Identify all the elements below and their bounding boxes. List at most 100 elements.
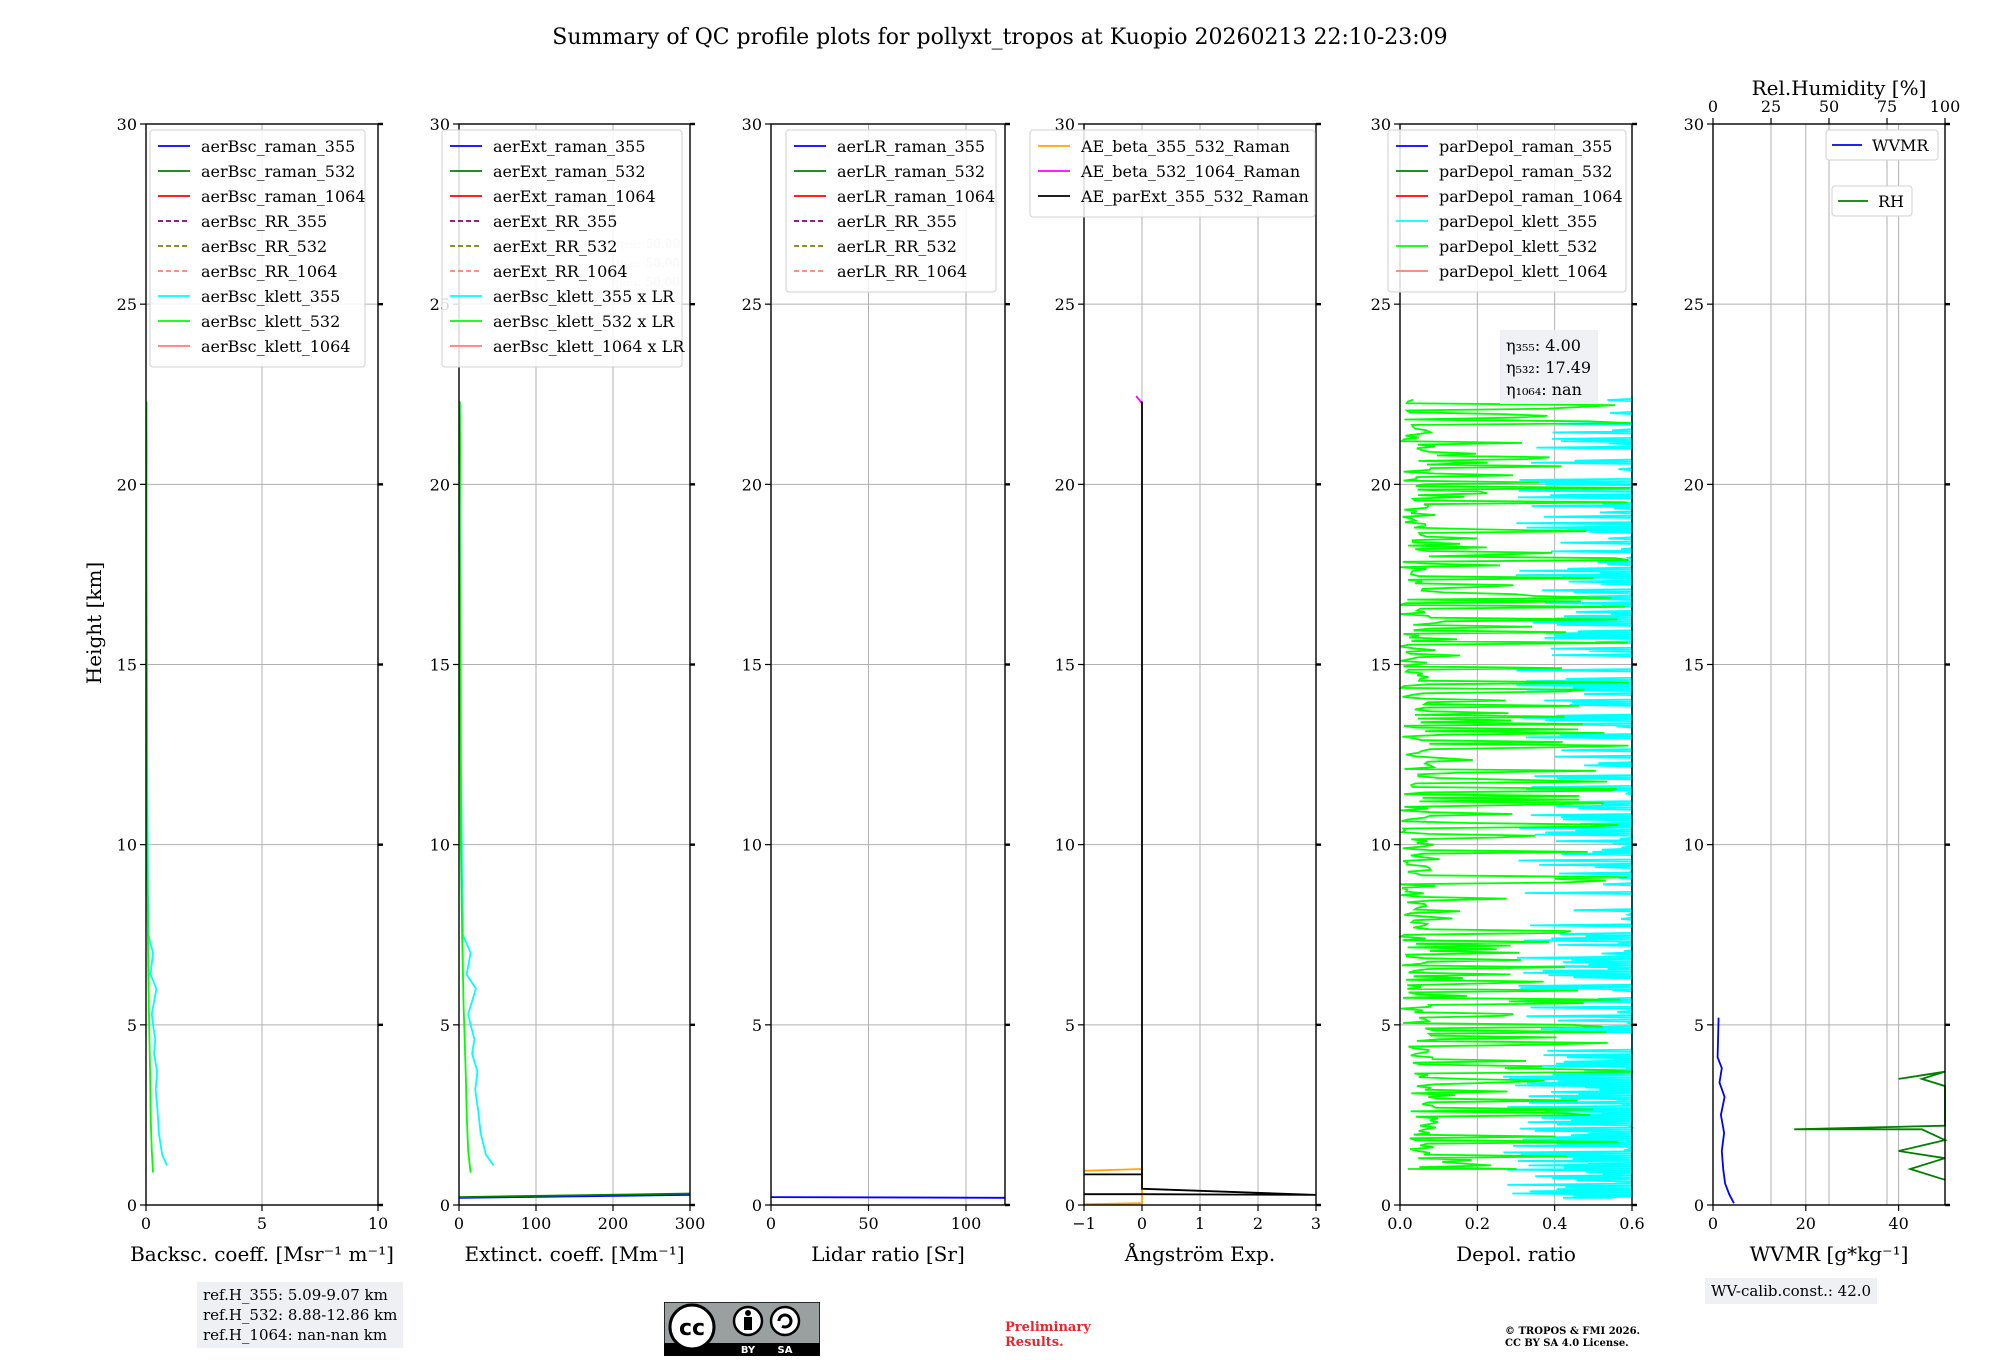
y-tick-label: 30: [1371, 115, 1391, 134]
legend-box: [441, 129, 683, 368]
chart-panel-3: 0 50 100 0 5 10 15 20 25 30 Lidar ratio [Sr] aerLR_…: [742, 115, 1010, 1266]
eta-value-2: η₁₀₆₄: nan: [1506, 380, 1582, 399]
series-aerExt_raman_532-line: [458, 1192, 691, 1198]
x-tick-label: 3: [1311, 1214, 1321, 1233]
x-tick-label: 300: [675, 1214, 706, 1233]
x-tick-label: 100: [951, 1214, 982, 1233]
series-aerBsc_klett_532-line: [145, 401, 154, 1173]
legend-label-RH: RH: [1878, 192, 1904, 211]
legend-label-aerBsc_raman_1064: aerBsc_raman_1064: [201, 187, 366, 206]
copyright-line-1: © TROPOS & FMI 2026.: [1505, 1326, 1641, 1337]
x-tick-label: 0.6: [1619, 1214, 1644, 1233]
legend-label-aerExt_raman_1064: aerExt_raman_1064: [493, 187, 656, 206]
legend-label-aerExt_RR_532: aerExt_RR_532: [493, 237, 617, 256]
y-tick-label: 10: [117, 836, 137, 855]
x-tick-label: 0: [141, 1214, 151, 1233]
x-tick-label: 0: [1137, 1214, 1147, 1233]
legend-label-parDepol_raman_355: parDepol_raman_355: [1439, 137, 1612, 156]
y-tick-label: 0: [440, 1196, 450, 1215]
cc-sa-label: SA: [778, 1345, 793, 1356]
eta-box: [1500, 330, 1598, 404]
copyright-note: © TROPOS & FMI 2026. CC BY SA 4.0 Licens…: [1505, 1326, 1640, 1350]
legend-label-aerLR_raman_532: aerLR_raman_532: [837, 162, 985, 181]
legend-label-aerExt_RR_355: aerExt_RR_355: [493, 212, 617, 231]
y-axis-label: Height [km]: [82, 562, 106, 684]
y-tick-label: 0: [752, 1196, 762, 1215]
x2-axis-label: Rel.Humidity [%]: [1752, 76, 1927, 100]
y-tick-label: 5: [1381, 1016, 1391, 1035]
y-tick-label: 15: [117, 656, 137, 675]
cc-label: cc: [679, 1316, 705, 1341]
copyright-line-2: CC BY SA 4.0 License.: [1505, 1338, 1629, 1349]
series-aerLR_raman_355-line: [770, 1196, 1006, 1199]
legend-label-aerLR_RR_532: aerLR_RR_532: [837, 237, 957, 256]
y-tick-label: 30: [742, 115, 762, 134]
legend-label-aerLR_raman_1064: aerLR_raman_1064: [837, 187, 995, 206]
legend-box: [1029, 129, 1316, 218]
y-tick-label: 25: [117, 295, 137, 314]
y-tick-label: 0: [127, 1196, 137, 1215]
series-WVMR-line: [1716, 1017, 1735, 1204]
x2-tick-label: 25: [1761, 97, 1781, 116]
y-tick-label: 0: [1381, 1196, 1391, 1215]
legend-label-aerLR_RR_1064: aerLR_RR_1064: [837, 262, 967, 281]
y-tick-label: 15: [430, 656, 450, 675]
legend-label-aerBsc_RR_355: aerBsc_RR_355: [201, 212, 327, 231]
x-tick-label: 5: [257, 1214, 267, 1233]
x-tick-label: 200: [598, 1214, 629, 1233]
legend-label-aerBsc_klett_355: aerBsc_klett_355: [201, 287, 340, 306]
y-tick-label: 20: [430, 475, 450, 494]
x-axis-label: Depol. ratio: [1456, 1242, 1576, 1266]
legend: aerExt_raman_355 aerExt_raman_532 aerExt_r…: [441, 129, 685, 368]
grid: [1712, 123, 1946, 1206]
x-tick-label: 0: [1708, 1214, 1718, 1233]
cc-by-label: BY: [741, 1345, 756, 1356]
legend-label-aerBsc_RR_1064: aerBsc_RR_1064: [201, 262, 337, 281]
legend-label-parDepol_klett_1064: parDepol_klett_1064: [1439, 262, 1608, 281]
series-aerBsc_klett_532_x_LR-line: [458, 401, 472, 1173]
y-tick-label: 10: [430, 836, 450, 855]
legend: parDepol_raman_355 parDepol_raman_532 parD…: [1387, 129, 1627, 293]
legend-label-aerExt_RR_1064: aerExt_RR_1064: [493, 262, 628, 281]
legend-label-aerBsc_RR_532: aerBsc_RR_532: [201, 237, 327, 256]
figure-title: Summary of QC profile plots for pollyxt_…: [552, 25, 1447, 50]
depol-noise-traces: [1397, 396, 1636, 1199]
x2-tick-label: 50: [1819, 97, 1839, 116]
legend-label-aerExt_raman_532: aerExt_raman_532: [493, 162, 646, 181]
cc-license-badge: cc BY SA: [663, 1301, 821, 1360]
grid: [1083, 123, 1317, 1206]
ref-h-532: ref.H_532: 8.88-12.86 km: [203, 1306, 398, 1324]
y-tick-label: 5: [752, 1016, 762, 1035]
legend-label-parDepol_raman_1064: parDepol_raman_1064: [1439, 187, 1623, 206]
x-tick-label: 0: [766, 1214, 776, 1233]
x-tick-label: 50: [858, 1214, 878, 1233]
cc-by-sa-logo: cc BY SA: [663, 1301, 821, 1357]
y-tick-label: 25: [1371, 295, 1391, 314]
y-tick-label: 25: [742, 295, 762, 314]
x-axis-label: Ångström Exp.: [1124, 1241, 1275, 1266]
eta-value-1: η₅₃₂: 17.49: [1506, 358, 1591, 377]
y-tick-label: 20: [1055, 475, 1075, 494]
eta-overlay: η₃₅₅: 4.00 η₅₃₂: 17.49 η₁₀₆₄: nan: [1500, 330, 1598, 404]
legend-label-parDepol_klett_532: parDepol_klett_532: [1439, 237, 1597, 256]
y-tick-label: 15: [1684, 656, 1704, 675]
y-tick-label: 0: [1694, 1196, 1704, 1215]
legend-label-aerBsc_klett_1064_x_LR: aerBsc_klett_1064 x LR: [493, 337, 685, 356]
x-tick-label: 1: [1195, 1214, 1205, 1233]
x2-tick-label: 75: [1877, 97, 1897, 116]
y-tick-label: 25: [1055, 295, 1075, 314]
legend-label-parDepol_raman_532: parDepol_raman_532: [1439, 162, 1612, 181]
legend-label-aerBsc_klett_355_x_LR: aerBsc_klett_355 x LR: [493, 287, 675, 306]
chart-panel-5: 0.0 0.2 0.4 0.6 0 5 10 15 20 25 30 Depol. ratio η₃₅₅…: [1371, 115, 1645, 1266]
legend: WVMR RH: [1825, 129, 1939, 217]
legend-label-AE_beta_532_1064_Raman: AE_beta_532_1064_Raman: [1080, 162, 1300, 181]
series-AE_beta_532_1064_Raman-line: [1135, 395, 1143, 404]
reference-height-box: ref.H_355: 5.09-9.07 km ref.H_532: 8.88-…: [197, 1282, 404, 1348]
y-tick-label: 5: [440, 1016, 450, 1035]
legend-box: [1825, 129, 1939, 161]
legend-box: [785, 129, 997, 293]
y-tick-label: 10: [742, 836, 762, 855]
x-tick-label: 10: [368, 1214, 388, 1233]
